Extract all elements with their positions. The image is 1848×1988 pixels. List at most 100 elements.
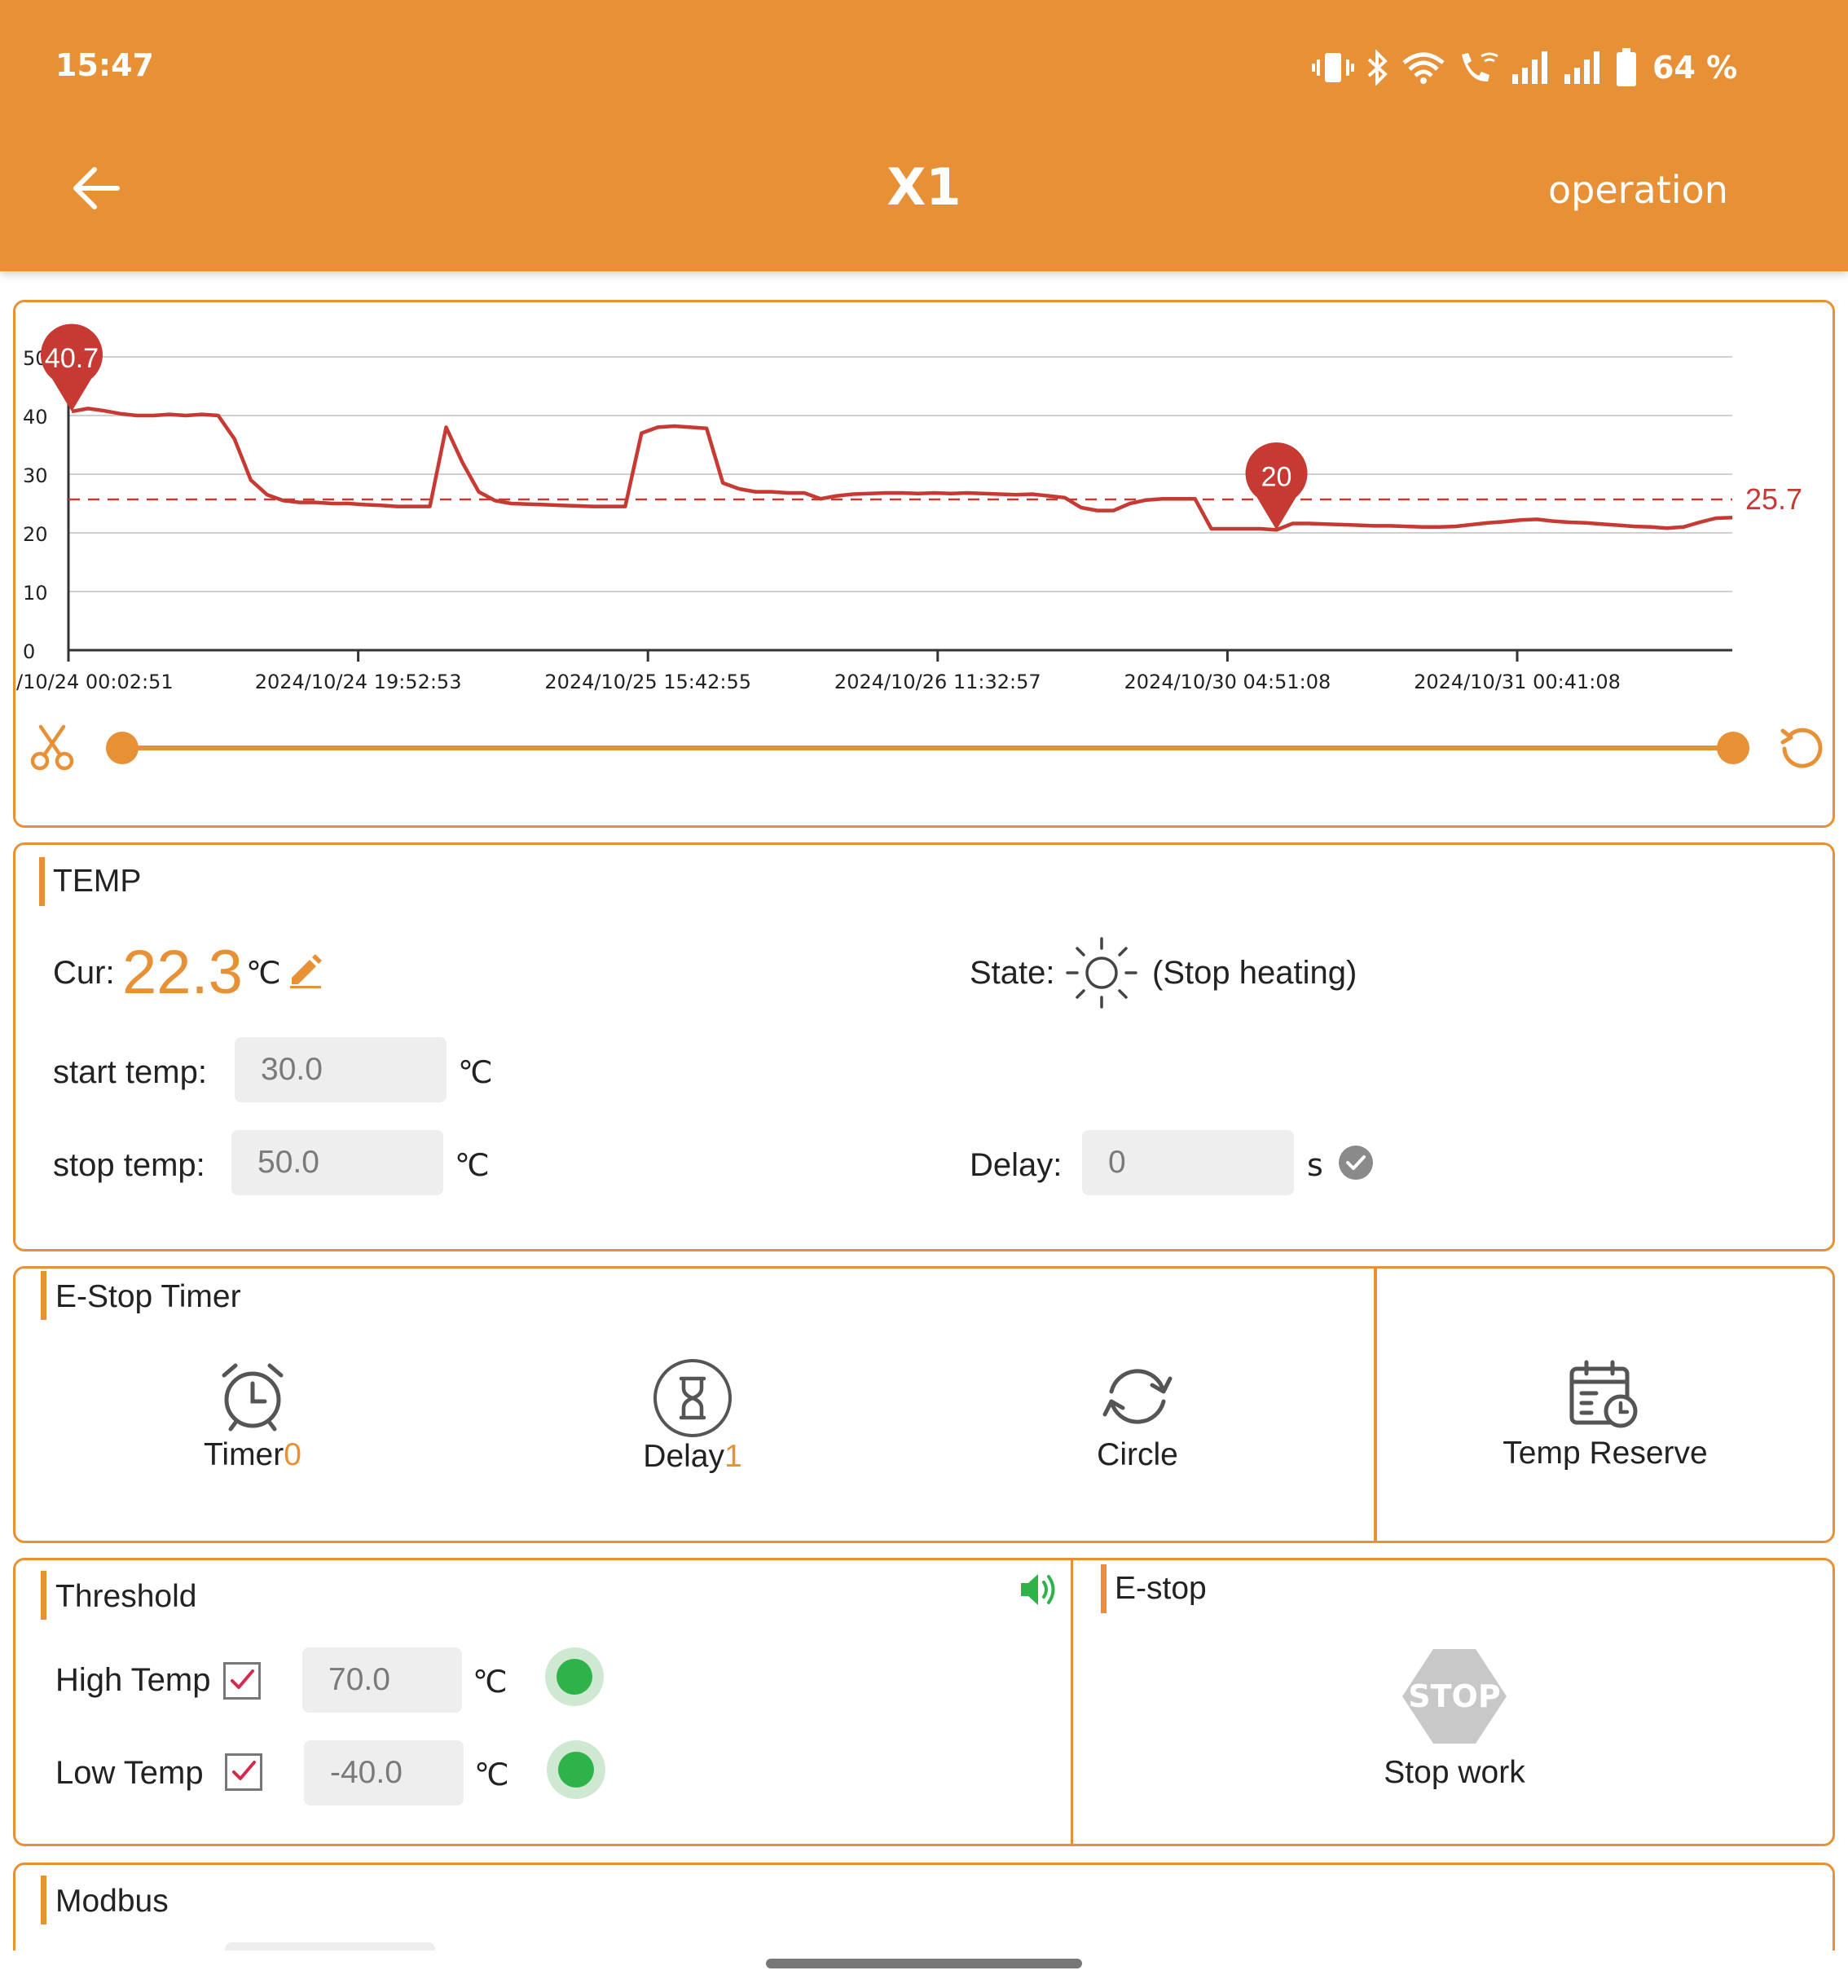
range-end-handle[interactable]: [1717, 732, 1749, 764]
hourglass-icon: [653, 1359, 732, 1437]
y-tick-label: 10: [23, 582, 48, 605]
cycle-icon: [1102, 1369, 1173, 1424]
stop-temp-label: stop temp:: [53, 1147, 205, 1183]
check-circle-icon: [1339, 1146, 1373, 1180]
app-bar: [0, 0, 1848, 271]
stop-sign-text: STOP: [1408, 1678, 1500, 1714]
timer-label: Timer: [204, 1437, 284, 1472]
max-marker-label: 40.7: [45, 343, 99, 374]
divider: [1071, 1559, 1073, 1845]
estop-timer-card: [13, 1266, 1835, 1543]
timer-count: 0: [284, 1437, 301, 1472]
y-tick-label: 0: [23, 640, 35, 663]
timer-button[interactable]: Timer0: [179, 1359, 326, 1473]
sun-icon: [1066, 937, 1137, 1009]
signal-icon-2: [1564, 51, 1599, 84]
wifi-icon: [1402, 52, 1445, 84]
temp-section-title: TEMP: [53, 864, 142, 899]
stop-temp-input[interactable]: 50.0: [231, 1130, 443, 1195]
series-line: [71, 407, 1733, 532]
battery-icon: [1617, 48, 1636, 86]
estop-timer-title: E-Stop Timer: [55, 1279, 241, 1314]
x-tick-label: 2024/10/31 00:41:08: [1414, 671, 1621, 691]
sound-toggle[interactable]: [1019, 1569, 1059, 1610]
pencil-icon: [290, 954, 322, 988]
delay-unit: s: [1307, 1147, 1323, 1183]
low-temp-label: Low Temp: [55, 1755, 204, 1791]
estop-title: E-stop: [1115, 1571, 1207, 1606]
max-marker-pin: [41, 323, 103, 411]
refresh-icon: [1780, 728, 1823, 768]
temp-reserve-button[interactable]: Temp Reserve: [1483, 1359, 1727, 1471]
y-tick-label: 40: [23, 406, 48, 429]
edit-current-temp-button[interactable]: [287, 952, 324, 989]
state-icon: [1064, 935, 1139, 1010]
delay-confirm-button[interactable]: [1338, 1145, 1374, 1181]
back-button[interactable]: [68, 160, 125, 217]
start-temp-input[interactable]: 30.0: [235, 1037, 447, 1102]
delay-timer-count: 1: [724, 1439, 742, 1474]
state-label: State:: [970, 955, 1055, 991]
trim-button[interactable]: [29, 724, 75, 772]
stop-work-button[interactable]: STOP Stop work: [1320, 1647, 1589, 1791]
high-temp-checkbox[interactable]: [223, 1662, 261, 1700]
battery-percent: 64 %: [1652, 50, 1738, 86]
x-tick-label: 2024/10/30 04:51:08: [1124, 671, 1331, 691]
delay-label: Delay:: [970, 1147, 1063, 1183]
wifi-calling-icon: [1462, 52, 1498, 82]
min-marker-label: 20: [1261, 461, 1292, 492]
delay-timer-button[interactable]: Delay1: [619, 1357, 766, 1475]
average-label: 25.7: [1745, 482, 1802, 516]
nav-bar-area: [0, 1951, 1848, 1988]
temp-reserve-label: Temp Reserve: [1503, 1436, 1708, 1471]
operation-button[interactable]: operation: [1548, 168, 1728, 212]
status-icons: 64 %: [1312, 47, 1737, 88]
delay-input[interactable]: 0: [1082, 1130, 1294, 1195]
arrow-left-icon: [73, 167, 120, 209]
reset-range-button[interactable]: [1778, 724, 1825, 772]
state-value: (Stop heating): [1152, 955, 1357, 991]
range-slider-track[interactable]: [122, 746, 1732, 750]
low-temp-input[interactable]: -40.0: [304, 1740, 464, 1805]
min-marker-pin: [1245, 442, 1308, 530]
section-marker: [41, 1876, 46, 1924]
current-temp-label: Cur:: [53, 955, 115, 991]
low-temp-indicator: [547, 1740, 605, 1799]
high-temp-label: High Temp: [55, 1662, 211, 1698]
scissors-icon: [30, 724, 74, 771]
section-marker: [41, 1571, 46, 1620]
section-marker: [39, 857, 45, 906]
y-tick-label: 20: [23, 523, 48, 546]
high-temp-unit: ℃: [473, 1664, 508, 1700]
speaker-icon: [1021, 1574, 1055, 1605]
y-tick-label: 30: [23, 464, 48, 487]
delay-timer-label: Delay: [643, 1439, 724, 1474]
signal-icon-1: [1512, 51, 1547, 84]
stop-sign-icon: STOP: [1402, 1649, 1507, 1744]
section-marker: [1101, 1564, 1107, 1613]
alarm-clock-icon: [222, 1363, 284, 1432]
stop-work-label: Stop work: [1384, 1755, 1525, 1790]
section-marker: [41, 1271, 46, 1320]
calendar-clock-icon: [1569, 1360, 1638, 1428]
home-indicator[interactable]: [766, 1959, 1082, 1968]
circle-button[interactable]: Circle: [1064, 1359, 1211, 1473]
low-temp-unit: ℃: [474, 1757, 509, 1792]
divider: [1374, 1268, 1377, 1542]
current-temp-unit: ℃: [246, 955, 281, 991]
bluetooth-icon: [1367, 50, 1388, 86]
start-temp-unit: ℃: [458, 1054, 493, 1090]
modbus-title: Modbus: [55, 1884, 169, 1919]
current-temp-value: 22.3: [122, 938, 243, 1007]
x-tick-label: 2024/10/25 15:42:55: [544, 671, 751, 691]
vibrate-icon: [1312, 53, 1354, 82]
x-tick-label: /10/24 00:02:51: [16, 671, 174, 691]
check-icon: [231, 1669, 254, 1689]
threshold-title: Threshold: [55, 1579, 197, 1614]
high-temp-indicator: [545, 1647, 604, 1706]
x-tick-label: 2024/10/26 11:32:57: [834, 671, 1041, 691]
range-start-handle[interactable]: [106, 732, 139, 764]
low-temp-checkbox[interactable]: [225, 1753, 262, 1791]
high-temp-input[interactable]: 70.0: [302, 1647, 462, 1713]
